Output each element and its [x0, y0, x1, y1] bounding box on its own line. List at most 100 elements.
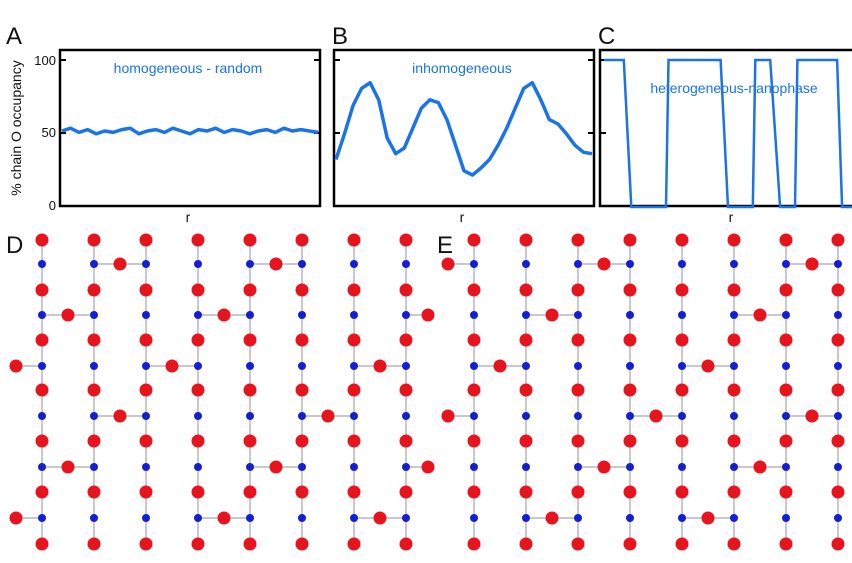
o-atom [347, 434, 361, 448]
cu-atom [298, 311, 306, 319]
cu-atom [350, 362, 358, 370]
cu-atom [574, 514, 582, 522]
o-atom [139, 333, 153, 347]
y-tick-label-50: 50 [42, 125, 56, 140]
o-atom [295, 333, 309, 347]
cu-atom [402, 514, 410, 522]
o-atom [243, 537, 257, 551]
cu-atom [782, 260, 790, 268]
o-atom [35, 537, 49, 551]
cu-atom [38, 260, 46, 268]
lattice-e [441, 233, 845, 551]
o-atom [347, 333, 361, 347]
cu-atom [350, 260, 358, 268]
cu-atom [142, 260, 150, 268]
o-atom [399, 233, 413, 247]
o-atom [243, 434, 257, 448]
o-atom [399, 434, 413, 448]
o-atom [295, 537, 309, 551]
cu-atom [730, 514, 738, 522]
cu-atom [470, 260, 478, 268]
cu-atom [626, 362, 634, 370]
cu-atom [782, 463, 790, 471]
cu-atom [470, 362, 478, 370]
o-atom [805, 409, 819, 423]
o-atom [191, 283, 205, 297]
cu-atom [246, 412, 254, 420]
o-atom [35, 283, 49, 297]
cu-atom [298, 463, 306, 471]
o-atom [399, 383, 413, 397]
cu-atom [470, 463, 478, 471]
plot-c: heterogeneous-nanophase r [598, 48, 852, 225]
cu-atom [678, 412, 686, 420]
cu-atom [90, 260, 98, 268]
plot-a-frame [58, 48, 322, 208]
o-atom [9, 511, 23, 525]
o-atom [493, 359, 507, 373]
o-atom [139, 283, 153, 297]
o-atom [347, 383, 361, 397]
o-atom [701, 359, 715, 373]
o-atom [191, 537, 205, 551]
o-atom [87, 283, 101, 297]
o-atom [295, 233, 309, 247]
o-atom [727, 485, 741, 499]
o-atom [399, 537, 413, 551]
plot-b-x-label: r [460, 209, 465, 225]
cu-atom [782, 362, 790, 370]
o-atom [779, 233, 793, 247]
cu-atom [782, 514, 790, 522]
o-atom [623, 283, 637, 297]
o-atom [831, 283, 845, 297]
o-atom [441, 409, 455, 423]
o-atom [347, 233, 361, 247]
o-atom [139, 434, 153, 448]
cu-atom [522, 412, 530, 420]
o-atom [727, 383, 741, 397]
o-atom [191, 233, 205, 247]
o-atom [779, 434, 793, 448]
panel-letter-a: A [6, 23, 22, 50]
cu-atom [142, 311, 150, 319]
cu-atom [38, 514, 46, 522]
o-atom [191, 434, 205, 448]
o-atom [467, 333, 481, 347]
o-atom [295, 434, 309, 448]
o-atom [649, 409, 663, 423]
o-atom [623, 434, 637, 448]
o-atom [571, 485, 585, 499]
o-atom [571, 233, 585, 247]
cu-atom [626, 514, 634, 522]
cu-atom [782, 311, 790, 319]
o-atom [831, 383, 845, 397]
o-atom [779, 283, 793, 297]
o-atom [779, 537, 793, 551]
cu-atom [402, 311, 410, 319]
o-atom [467, 434, 481, 448]
plot-a-curve [61, 126, 319, 136]
o-atom [753, 460, 767, 474]
o-atom [467, 383, 481, 397]
cu-atom [194, 463, 202, 471]
o-atom [623, 383, 637, 397]
cu-atom [194, 362, 202, 370]
cu-atom [194, 412, 202, 420]
cu-atom [730, 412, 738, 420]
o-atom [139, 233, 153, 247]
o-atom [347, 537, 361, 551]
cu-atom [38, 463, 46, 471]
cu-atom [142, 362, 150, 370]
cu-atom [626, 260, 634, 268]
o-atom [421, 460, 435, 474]
o-atom [191, 383, 205, 397]
o-atom [191, 333, 205, 347]
o-atom [623, 485, 637, 499]
o-atom [243, 233, 257, 247]
o-atom [373, 359, 387, 373]
o-atom [571, 283, 585, 297]
o-atom [467, 537, 481, 551]
o-atom [623, 333, 637, 347]
o-atom [467, 485, 481, 499]
